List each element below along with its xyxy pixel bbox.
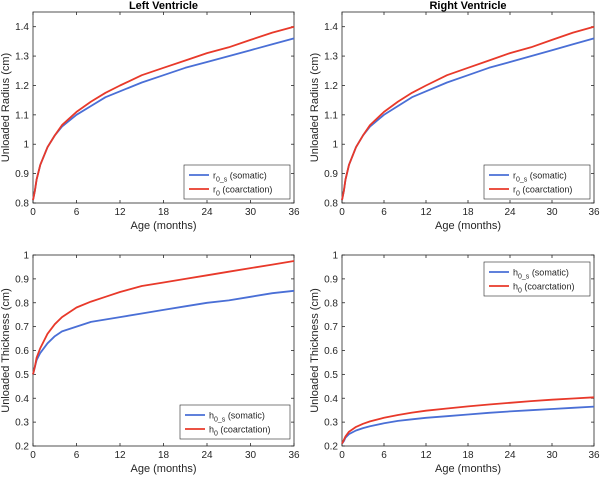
x-tick-label: 0 [30,450,36,461]
series-line-coarctation [341,25,595,201]
x-axis-label: Age (months) [130,463,196,475]
y-tick-label: 0.6 [15,346,29,357]
x-tick-label: 12 [114,450,126,461]
y-tick-label: 0.2 [15,442,29,453]
y-tick-label: 0.8 [324,298,338,309]
y-tick-label: 0.3 [324,418,338,429]
legend-label: r0_s (somatic) [513,171,567,184]
y-tick-label: 0.9 [324,274,338,285]
x-tick-label: 18 [158,450,170,461]
x-tick-label: 30 [546,207,558,218]
x-tick-label: 0 [339,450,345,461]
y-axis-label: Unloaded Thickness (cm) [309,288,321,413]
y-tick-label: 0.8 [15,199,29,210]
chart-title: Right Ventricle [429,0,506,12]
legend: h0_s (somatic)h0 (coarctation) [483,261,591,297]
x-tick-label: 30 [245,450,257,461]
x-tick-label: 18 [462,207,474,218]
y-tick-label: 1.3 [15,52,29,63]
y-tick-label: 1.4 [15,22,29,33]
x-tick-label: 30 [245,207,257,218]
y-tick-label: 0.9 [324,169,338,180]
legend-label: r0 (coarctation) [213,185,272,198]
y-axis-label: Unloaded Radius (cm) [0,53,12,162]
x-tick-label: 36 [288,450,300,461]
chart-3: 0 6 12 18 24 30 36 0.2 0.3 0.4 0.5 0.6 0.7 0.8 0.9 1 Age… [0,251,300,476]
y-axis-label: Unloaded Thickness (cm) [0,288,12,413]
legend-box [179,404,291,440]
x-tick-label: 24 [504,450,516,461]
legend-label: h0_s (somatic) [513,268,569,281]
x-tick-label: 6 [381,450,387,461]
legend-box [483,164,591,200]
y-tick-label: 1 [23,140,29,151]
y-tick-label: 0.5 [324,370,338,381]
x-tick-label: 18 [462,450,474,461]
chart-1: 0 6 12 18 24 30 36 0.8 0.9 1 1.1 1.2 1.3 1.4 Age (mont… [0,0,300,232]
series-line-somatic [341,405,595,445]
x-axis-label: Age (months) [130,220,196,232]
x-tick-label: 0 [30,207,36,218]
x-tick-label: 24 [504,207,516,218]
x-tick-label: 0 [339,207,345,218]
y-tick-label: 1 [332,140,338,151]
chart-2: 0 6 12 18 24 30 36 0.8 0.9 1 1.1 1.2 1.3 1.4 Age (mont… [309,0,600,232]
x-tick-label: 12 [420,207,432,218]
x-tick-label: 12 [114,207,126,218]
y-tick-label: 1.1 [324,110,338,121]
y-tick-label: 1.2 [15,81,29,92]
y-tick-label: 1.3 [324,52,338,63]
legend-label: h0 (coarctation) [209,425,270,438]
x-tick-label: 24 [201,207,213,218]
y-tick-label: 0.4 [15,394,29,405]
y-tick-label: 0.7 [324,322,338,333]
y-tick-label: 0.9 [15,274,29,285]
y-tick-label: 1.1 [15,110,29,121]
y-tick-label: 0.5 [15,370,29,381]
y-tick-label: 0.9 [15,169,29,180]
x-tick-label: 36 [288,207,300,218]
legend-box [483,261,591,297]
chart-title: Left Ventricle [129,0,198,12]
series-line-coarctation [32,260,295,375]
y-tick-label: 1 [23,251,29,262]
legend: h0_s (somatic)h0 (coarctation) [179,404,291,440]
series-line-coarctation [32,25,295,201]
y-tick-label: 1.4 [324,22,338,33]
y-tick-label: 0.3 [15,418,29,429]
legend: r0_s (somatic)r0 (coarctation) [483,164,591,200]
x-tick-label: 30 [546,450,558,461]
y-tick-label: 0.7 [15,322,29,333]
y-tick-label: 0.8 [324,199,338,210]
chart-4: 0 6 12 18 24 30 36 0.2 0.3 0.4 0.5 0.6 0.7 0.8 0.9 1 Age… [309,251,600,476]
x-tick-label: 6 [74,450,80,461]
y-tick-label: 1 [332,251,338,262]
series-line-somatic [32,289,295,375]
y-tick-label: 1.2 [324,81,338,92]
legend: r0_s (somatic)r0 (coarctation) [183,164,291,200]
legend-box [183,164,291,200]
series-line-coarctation [341,396,595,445]
y-axis-label: Unloaded Radius (cm) [309,53,321,162]
x-tick-label: 36 [588,207,600,218]
y-tick-label: 0.6 [324,346,338,357]
y-tick-label: 0.4 [324,394,338,405]
x-axis-label: Age (months) [435,463,501,475]
x-tick-label: 6 [74,207,80,218]
legend-label: r0_s (somatic) [213,171,267,184]
legend-label: r0 (coarctation) [513,185,572,198]
y-tick-label: 0.8 [15,298,29,309]
x-tick-label: 12 [420,450,432,461]
x-tick-label: 36 [588,450,600,461]
y-tick-label: 0.2 [324,442,338,453]
x-tick-label: 24 [201,450,213,461]
legend-label: h0_s (somatic) [209,411,265,424]
x-axis-label: Age (months) [435,220,501,232]
x-tick-label: 18 [158,207,170,218]
x-tick-label: 6 [381,207,387,218]
legend-label: h0 (coarctation) [513,282,574,295]
